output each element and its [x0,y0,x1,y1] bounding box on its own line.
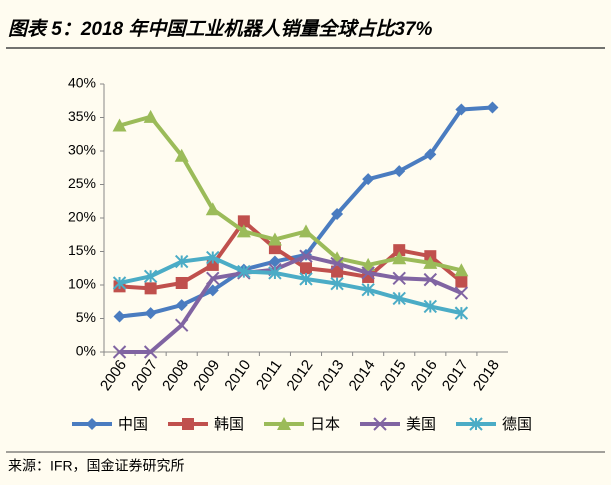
marker [454,286,469,300]
marker [206,250,220,265]
marker [206,271,220,286]
marker [175,299,188,312]
marker [112,118,127,132]
marker [331,207,344,220]
y-tick-label: 40% [68,75,96,91]
marker [330,276,344,291]
marker [182,418,194,430]
marker [392,291,406,306]
marker [237,264,251,279]
y-tick-label: 15% [68,242,96,258]
marker [267,232,282,246]
marker [299,249,313,263]
marker [392,271,406,286]
marker [175,276,188,289]
marker [277,417,291,430]
marker [143,345,158,359]
marker [299,224,313,238]
y-tick-label: 30% [68,142,96,158]
marker [486,101,499,114]
legend-label: 韩国 [214,416,244,433]
marker [393,165,406,178]
marker [361,257,376,271]
marker [143,109,158,123]
y-tick-label: 0% [76,343,96,359]
legend-item: 美国 [360,416,436,433]
marker [268,255,281,268]
marker [423,272,438,287]
series-line [118,114,462,273]
y-tick-label: 5% [76,309,96,325]
chart-title: 图表 5：2018 年中国工业机器人销量全球占比37% [8,18,433,40]
marker [455,275,468,288]
legend-label: 美国 [406,416,436,433]
y-tick-label: 35% [68,108,96,124]
marker [86,418,98,430]
marker [361,282,375,297]
y-tick-label: 20% [68,209,96,225]
marker [373,417,387,431]
marker [144,307,157,320]
y-tick-label: 10% [68,276,96,292]
marker [236,224,251,238]
source: 来源：IFR，国金证券研究所 [8,458,185,474]
marker [454,263,469,277]
marker [205,202,220,216]
marker [299,272,313,286]
marker [112,276,127,290]
marker [113,310,126,323]
legend-label: 日本 [310,416,340,433]
marker [392,251,407,265]
marker [144,282,157,295]
marker [174,254,189,269]
marker [112,345,127,359]
marker [455,103,468,116]
marker [362,173,375,186]
marker [361,266,375,280]
legend-label: 德国 [502,415,532,433]
marker [469,417,483,431]
y-tick-label: 25% [68,175,96,191]
marker [393,244,406,257]
legend-item: 德国 [456,415,532,433]
marker [237,215,250,228]
marker [143,269,158,283]
marker [331,265,344,278]
marker [206,284,219,297]
legend-item: 日本 [264,416,340,433]
marker [424,148,437,161]
marker [174,318,189,332]
legend-item: 韩国 [168,416,244,433]
marker [300,262,312,275]
marker [268,266,282,280]
legend-label: 中国 [118,416,148,433]
marker [330,256,344,271]
marker [174,148,189,162]
marker [423,299,438,314]
series-line [119,255,462,316]
marker [454,306,469,320]
marker [423,255,438,269]
legend-item: 中国 [72,416,148,433]
